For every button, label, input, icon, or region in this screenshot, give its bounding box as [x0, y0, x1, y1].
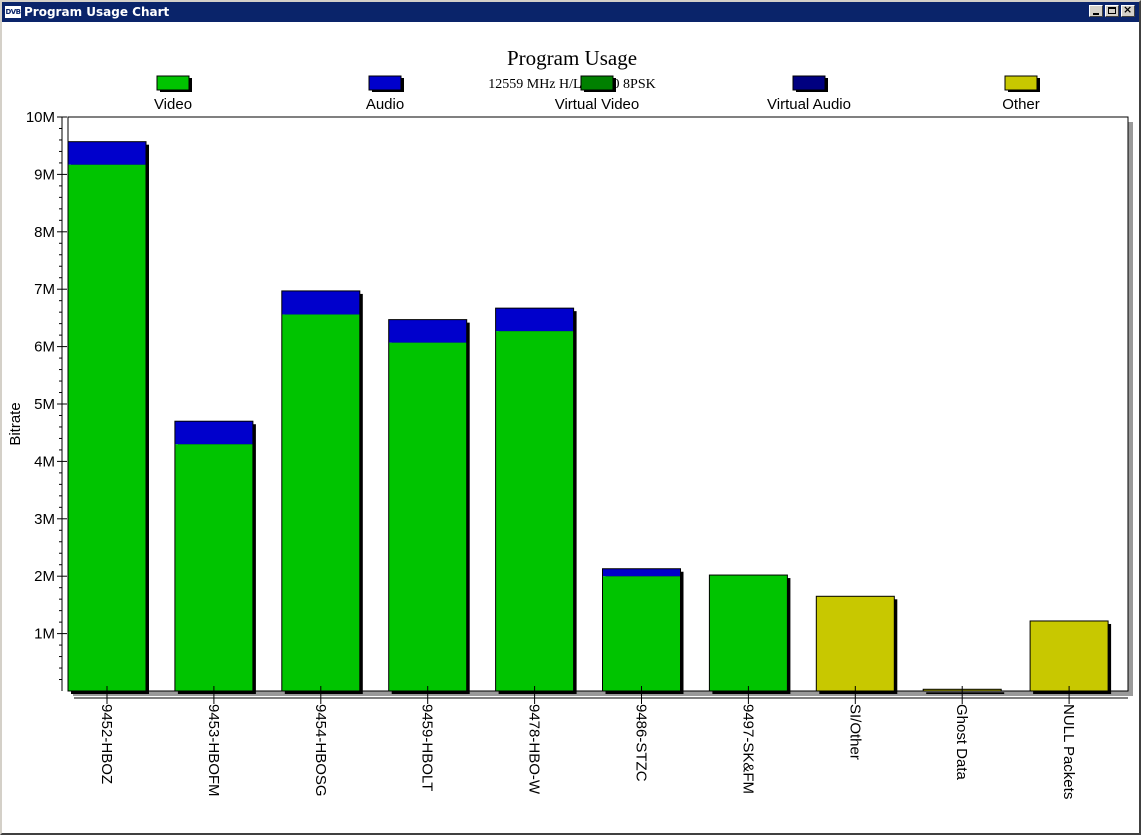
bar-9454-hbosg-video — [281, 314, 360, 691]
legend-swatch-audio — [368, 75, 402, 91]
legend-label-audio: Audio — [366, 96, 404, 113]
x-tick-label: 9486-STZC — [633, 704, 650, 782]
chart-title: Program Usage — [507, 46, 637, 70]
maximize-button[interactable] — [1105, 5, 1119, 17]
bar-group-null-packets — [1029, 620, 1112, 694]
legend-swatch-virtual-audio — [792, 75, 826, 91]
maximize-icon — [1108, 7, 1116, 14]
window-title: Program Usage Chart — [24, 5, 170, 19]
x-tick-label: 9453-HBOFM — [205, 704, 222, 797]
bar-group-9452-hboz — [67, 141, 149, 694]
legend-item-other: Other — [1002, 75, 1040, 113]
y-tick-label: 7M — [34, 281, 55, 298]
bar-group-9453-hbofm — [174, 420, 256, 694]
title-bar[interactable]: DVB Program Usage Chart × — [2, 2, 1139, 22]
bar-shadow — [926, 692, 1005, 694]
bar-group-9459-hbolt — [388, 319, 470, 694]
y-tick-label: 9M — [34, 166, 55, 183]
x-tick-label: 9497-SK&FM — [739, 704, 756, 794]
bar-9459-hbolt-audio — [388, 319, 467, 343]
y-axis-label: Bitrate — [7, 402, 24, 445]
bar-group-9454-hbosg — [281, 290, 363, 694]
chart-legend: Video Audio Virtual Video Virtual Audio Othe… — [154, 75, 1040, 113]
y-tick-label: 1M — [34, 626, 55, 643]
legend-swatch-video — [156, 75, 190, 91]
bars — [67, 141, 1112, 694]
legend-label-other: Other — [1002, 96, 1040, 113]
bar-group-9486-stzc — [602, 568, 684, 694]
bar-9486-stzc-audio — [602, 568, 681, 577]
bar-group-9497-sk-fm — [708, 574, 791, 694]
x-tick-label: Ghost Data — [953, 704, 970, 781]
minimize-icon — [1093, 13, 1099, 15]
x-tick-label: 9459-HBOLT — [419, 704, 436, 791]
legend-label-video: Video — [154, 96, 192, 113]
bar-9478-hbo-w-video — [495, 331, 574, 691]
minimize-button[interactable] — [1089, 5, 1103, 17]
bar-9459-hbolt-video — [388, 342, 467, 691]
chart-subtitle: 12559 MHz H/L 21500 8PSK — [488, 77, 656, 92]
bar-9453-hbofm-audio — [174, 421, 253, 445]
y-tick-label: 3M — [34, 511, 55, 528]
x-tick-label: 9454-HBOSG — [312, 704, 329, 797]
y-tick-label: 4M — [34, 453, 55, 470]
y-tick-label: 2M — [34, 568, 55, 585]
bar-9454-hbosg-audio — [281, 290, 360, 315]
legend-item-audio: Audio — [366, 75, 404, 113]
bar-9478-hbo-w-audio — [495, 308, 574, 332]
bar-si-other-other — [816, 596, 895, 691]
legend-label-virtual-video: Virtual Video — [555, 96, 640, 113]
x-tick-label: NULL Packets — [1060, 704, 1077, 799]
window-controls: × — [1087, 3, 1135, 17]
close-button[interactable]: × — [1121, 3, 1135, 17]
y-tick-label: 6M — [34, 339, 55, 356]
legend-item-virtual-video: Virtual Video — [555, 75, 640, 113]
legend-swatch-virtual-video — [580, 75, 614, 91]
bar-group-9478-hbo-w — [495, 307, 577, 694]
y-tick-label: 10M — [26, 109, 55, 126]
bar-9453-hbofm-video — [174, 444, 253, 691]
bar-null-packets-other — [1030, 620, 1109, 691]
dvb-app-icon: DVB — [5, 6, 21, 18]
bar-9486-stzc-video — [602, 576, 681, 691]
legend-item-virtual-audio: Virtual Audio — [767, 75, 851, 113]
legend-item-video: Video — [154, 75, 192, 113]
program-usage-chart: Program Usage 12559 MHz H/L 21500 8PSK V… — [7, 46, 1133, 799]
bar-9452-hboz-audio — [68, 141, 146, 165]
y-tick-label: 5M — [34, 396, 55, 413]
y-tick-label: 8M — [34, 224, 55, 241]
bar-9452-hboz-video — [68, 164, 146, 692]
legend-label-virtual-audio: Virtual Audio — [767, 96, 851, 113]
x-tick-label: SI/Other — [846, 704, 863, 760]
x-tick-label: 9452-HBOZ — [98, 704, 115, 784]
bar-9497-sk-fm-video — [709, 575, 788, 691]
close-icon: × — [1123, 3, 1133, 16]
plot-area: 1M 2M 3M 4M 5M 6M 7M 8M 9M 10M 9452-HBOZ 9453-HBOFM… — [26, 109, 1133, 799]
legend-swatch-other — [1004, 75, 1038, 91]
x-tick-label: 9478-HBO-W — [526, 704, 543, 795]
bar-group-si-other — [815, 595, 898, 694]
